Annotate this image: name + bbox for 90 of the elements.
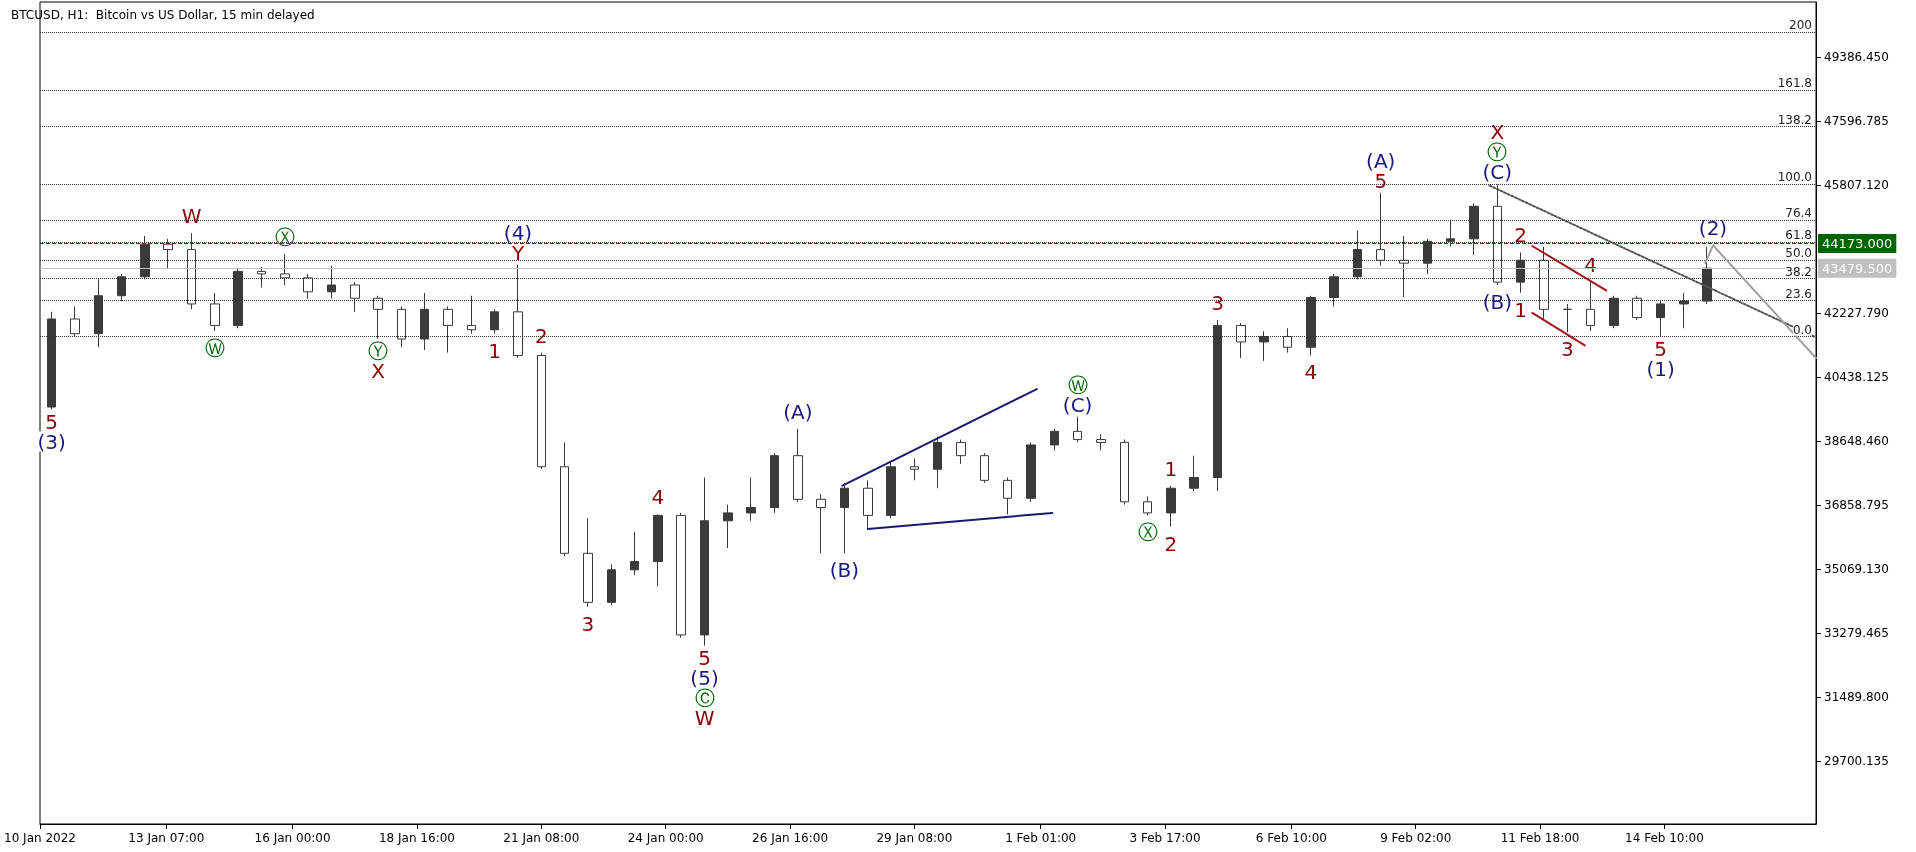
candlestick [1120,439,1129,506]
annotation: Ⓨ [368,339,389,364]
annotation: 200 [1789,18,1812,33]
annotation: 38.2 [1785,264,1812,279]
annotation: 1 [488,338,502,363]
y-tick-label: 45807.120 [1824,177,1889,192]
x-tick-label: 16 Jan 00:00 [254,831,331,845]
candlestick [1189,455,1199,492]
candlestick [816,493,826,554]
annotation: 1 [1164,456,1178,481]
annotation: Ⓦ [204,336,225,361]
annotation: 3 [1560,337,1574,362]
candlestick [840,482,849,554]
annotation: 100.0 [1777,170,1812,185]
annotation: 2 [1164,531,1178,556]
x-tick-label: 9 Feb 02:00 [1380,831,1452,845]
annotation: 1 [1514,297,1528,322]
x-tick-label: 26 Jan 16:00 [752,831,829,845]
candlestick [676,512,686,639]
y-tick-label: 38648.460 [1824,434,1889,449]
x-tick-label: 29 Jan 08:00 [876,831,953,845]
candlestick [700,476,709,647]
text: BTCUSD, H1: Bitcoin vs US Dollar, 15 min delayed [11,8,315,22]
x-tick-label: 18 Jan 16:00 [378,831,455,845]
x-tick-label: 3 Feb 17:00 [1129,831,1201,845]
candlestick [793,428,803,503]
annotation: 3 [1211,291,1224,316]
y-tick-label: 49386.450 [1824,49,1889,64]
candlestick [770,452,779,514]
ref-line-label: 44173.000 [1822,235,1893,251]
candlestick [746,476,756,522]
y-tick-label: 29700.135 [1824,754,1889,769]
candlestick [630,531,639,576]
x-tick-label: 14 Feb 10:00 [1625,831,1704,845]
candlestick [1096,433,1106,451]
candlestick [910,458,919,481]
candlestick [956,439,966,465]
annotation: 4 [1304,360,1318,385]
annotation: (B) [1482,290,1512,314]
candlestick [490,308,499,335]
candlestick [583,517,593,608]
y-tick-label: 36858.795 [1824,498,1889,513]
candlestick [1026,441,1036,503]
annotation: 0.0 [1792,322,1812,337]
annotation: (A) [783,399,813,424]
candlestick [1143,495,1152,516]
annotation: 61.8 [1785,228,1812,243]
annotation: 2 [534,323,548,348]
annotation: (2) [1698,216,1728,241]
annotation: 4 [651,485,665,510]
candlestick [863,479,873,530]
annotation: 161.8 [1777,76,1812,91]
annotation: Ⓧ [274,224,295,249]
candlestick [1073,416,1082,443]
x-tick-label: 10 Jan 2022 [4,831,76,845]
candlestick [560,441,569,557]
annotation: W [181,204,202,229]
ref-line-label: 43479.500 [1822,260,1893,276]
candlestick [607,563,616,606]
annotation: (B) [829,558,860,583]
annotation: 23.6 [1785,286,1812,301]
candlestick [653,513,663,587]
y-tick-label: 31489.800 [1824,690,1889,705]
y-tick-label: 42227.790 [1824,305,1889,320]
candlestick [1003,476,1012,515]
annotation: 2 [1514,223,1528,248]
candlestick [1166,485,1176,528]
annotation: 50.0 [1785,246,1812,261]
annotation: 138.2 [1777,112,1812,127]
y-tick-label: 35069.130 [1824,562,1889,577]
annotation: 76.4 [1785,206,1812,221]
y-tick-label: 47596.785 [1824,113,1889,128]
candlestick [1050,428,1059,451]
x-tick-label: 24 Jan 00:00 [627,831,704,845]
x-tick-label: 6 Feb 10:00 [1255,831,1327,845]
x-tick-label: 21 Jan 08:00 [503,831,580,845]
candlestick [980,452,989,484]
x-tick-label: 13 Jan 07:00 [128,831,205,845]
candlestick [1563,303,1572,333]
candlestick [886,460,896,519]
x-tick-label: 11 Feb 18:00 [1500,831,1580,845]
x-tick-label: 1 Feb 01:00 [1005,831,1077,845]
annotation: (3) [37,429,66,454]
annotation: Ⓧ [1137,520,1158,545]
y-tick-label: 33279.465 [1824,626,1889,641]
candlestick [537,352,546,470]
annotation: 5 [698,645,711,670]
y-tick-label: 40438.125 [1824,370,1889,385]
annotation: 3 [581,611,595,636]
candlestick [723,504,733,549]
